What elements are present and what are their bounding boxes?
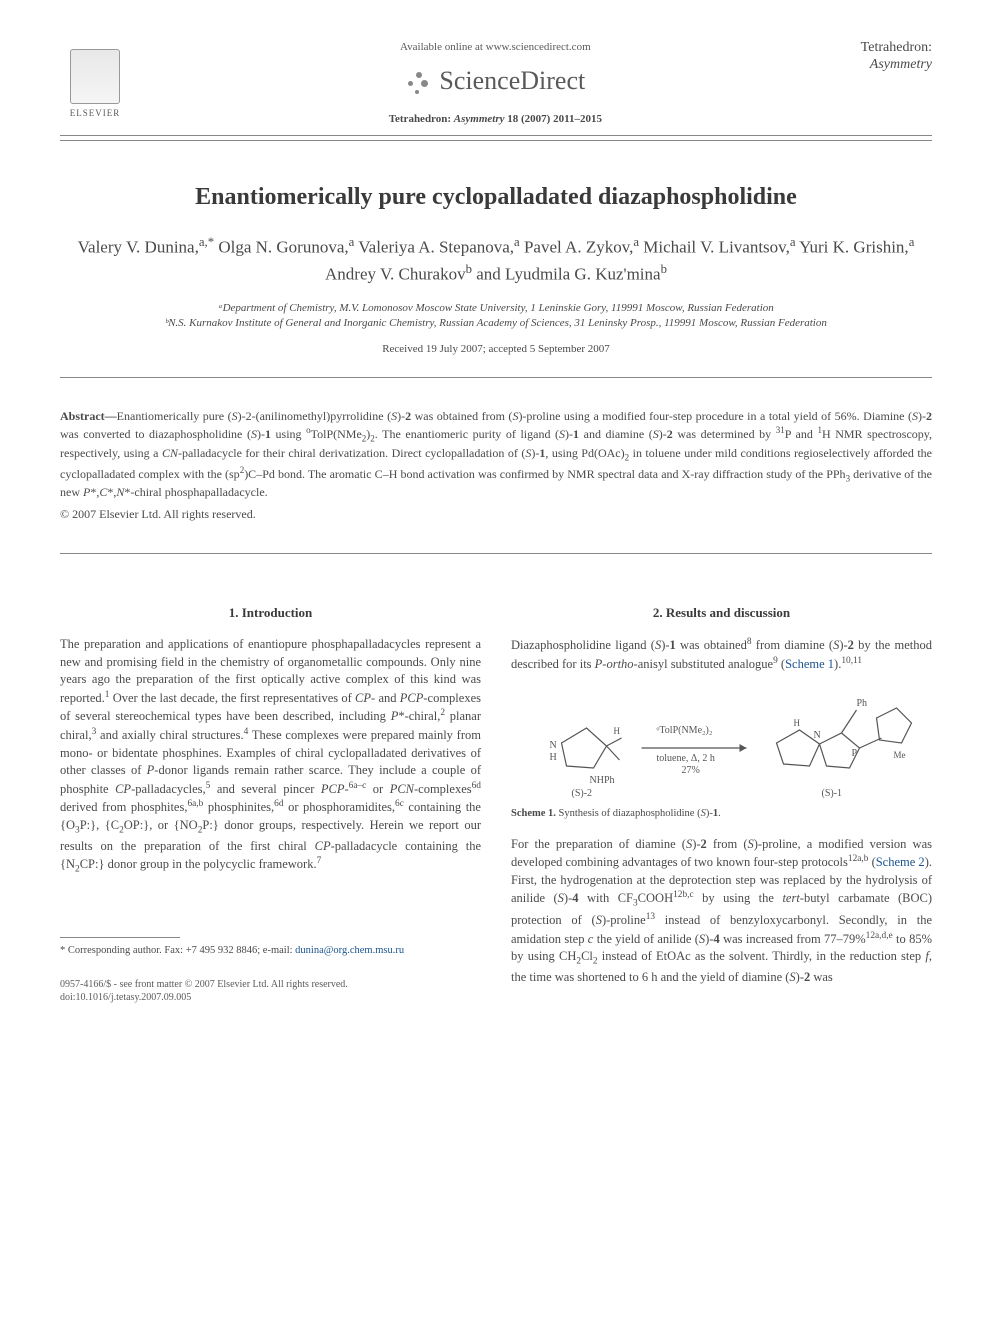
svg-text:NHPh: NHPh — [590, 775, 615, 786]
sciencedirect-text: ScienceDirect — [439, 63, 585, 99]
results-para1: Diazaphospholidine ligand (S)-1 was obta… — [511, 636, 932, 673]
title-rule — [60, 377, 932, 378]
results-heading: 2. Results and discussion — [511, 604, 932, 622]
svg-text:H: H — [794, 718, 801, 728]
page-header: ELSEVIER Available online at www.science… — [60, 40, 932, 127]
affiliation-a: ᵃDepartment of Chemistry, M.V. Lomonosov… — [60, 301, 932, 316]
affiliations: ᵃDepartment of Chemistry, M.V. Lomonosov… — [60, 301, 932, 332]
corresponding-author-footnote: * Corresponding author. Fax: +7 495 932 … — [60, 944, 481, 958]
right-column: 2. Results and discussion Diazaphospholi… — [511, 604, 932, 1004]
sciencedirect-icon — [405, 68, 433, 96]
abstract: Abstract—Enantiomerically pure (S)-2-(an… — [60, 408, 932, 500]
footnote-text: * Corresponding author. Fax: +7 495 932 … — [60, 945, 295, 956]
scheme1-yield: 27% — [682, 765, 700, 776]
sciencedirect-logo: ScienceDirect — [130, 63, 861, 99]
scheme-1: N H H NHPh (S)-2 ᵒTolP(NMe₂)₂ toluene, Δ… — [511, 688, 932, 822]
journal-reference: Tetrahedron: Asymmetry 18 (2007) 2011–20… — [130, 112, 861, 127]
svg-text:N: N — [550, 740, 557, 751]
intro-heading: 1. Introduction — [60, 604, 481, 622]
elsevier-logo: ELSEVIER — [60, 40, 130, 120]
abstract-copyright: © 2007 Elsevier Ltd. All rights reserved… — [60, 506, 932, 523]
left-column: 1. Introduction The preparation and appl… — [60, 604, 481, 1004]
abstract-text: Enantiomerically pure (S)-2-(anilinometh… — [60, 409, 932, 499]
scheme-1-svg: N H H NHPh (S)-2 ᵒTolP(NMe₂)₂ toluene, Δ… — [511, 688, 932, 798]
authors: Valery V. Dunina,a,* Olga N. Gorunova,a … — [60, 233, 932, 287]
title-section: Enantiomerically pure cyclopalladated di… — [60, 181, 932, 357]
body-columns: 1. Introduction The preparation and appl… — [60, 604, 932, 1004]
svg-text:H: H — [550, 752, 557, 763]
svg-text:P: P — [852, 748, 858, 759]
results-para2: For the preparation of diamine (S)-2 fro… — [511, 836, 932, 987]
elsevier-tree-icon — [70, 49, 120, 104]
footnote-email[interactable]: dunina@org.chem.msu.ru — [295, 945, 404, 956]
article-title: Enantiomerically pure cyclopalladated di… — [60, 181, 932, 215]
svg-text:H: H — [614, 726, 621, 736]
footer-line1: 0957-4166/$ - see front matter © 2007 El… — [60, 978, 481, 991]
journal-name-line1: Tetrahedron: — [861, 40, 932, 57]
article-dates: Received 19 July 2007; accepted 5 Septem… — [60, 342, 932, 357]
abstract-rule — [60, 553, 932, 554]
available-online-text: Available online at www.sciencedirect.co… — [130, 40, 861, 55]
intro-body: The preparation and applications of enan… — [60, 636, 481, 877]
header-rule-bottom — [60, 140, 932, 141]
abstract-label: Abstract— — [60, 409, 117, 423]
scheme1-right-label: (S)-1 — [822, 788, 843, 798]
publisher-name: ELSEVIER — [70, 107, 121, 120]
affiliation-b: ᵇN.S. Kurnakov Institute of General and … — [60, 316, 932, 331]
journal-name-box: Tetrahedron: Asymmetry — [861, 40, 932, 74]
header-center: Available online at www.sciencedirect.co… — [130, 40, 861, 127]
footer-info: 0957-4166/$ - see front matter © 2007 El… — [60, 978, 481, 1004]
scheme-1-caption: Scheme 1. Synthesis of diazaphospholidin… — [511, 807, 932, 822]
scheme1-reagent: ᵒTolP(NMe₂)₂ — [657, 725, 713, 736]
scheme1-left-label: (S)-2 — [572, 788, 593, 798]
svg-text:Ph: Ph — [857, 698, 868, 709]
svg-text:N: N — [814, 730, 821, 741]
svg-text:Me: Me — [894, 750, 906, 760]
footer-line2: doi:10.1016/j.tetasy.2007.09.005 — [60, 991, 481, 1004]
journal-name-line2: Asymmetry — [861, 57, 932, 74]
header-rule-top — [60, 135, 932, 136]
footnote-separator — [60, 937, 180, 938]
scheme1-conditions: toluene, Δ, 2 h — [657, 753, 715, 764]
